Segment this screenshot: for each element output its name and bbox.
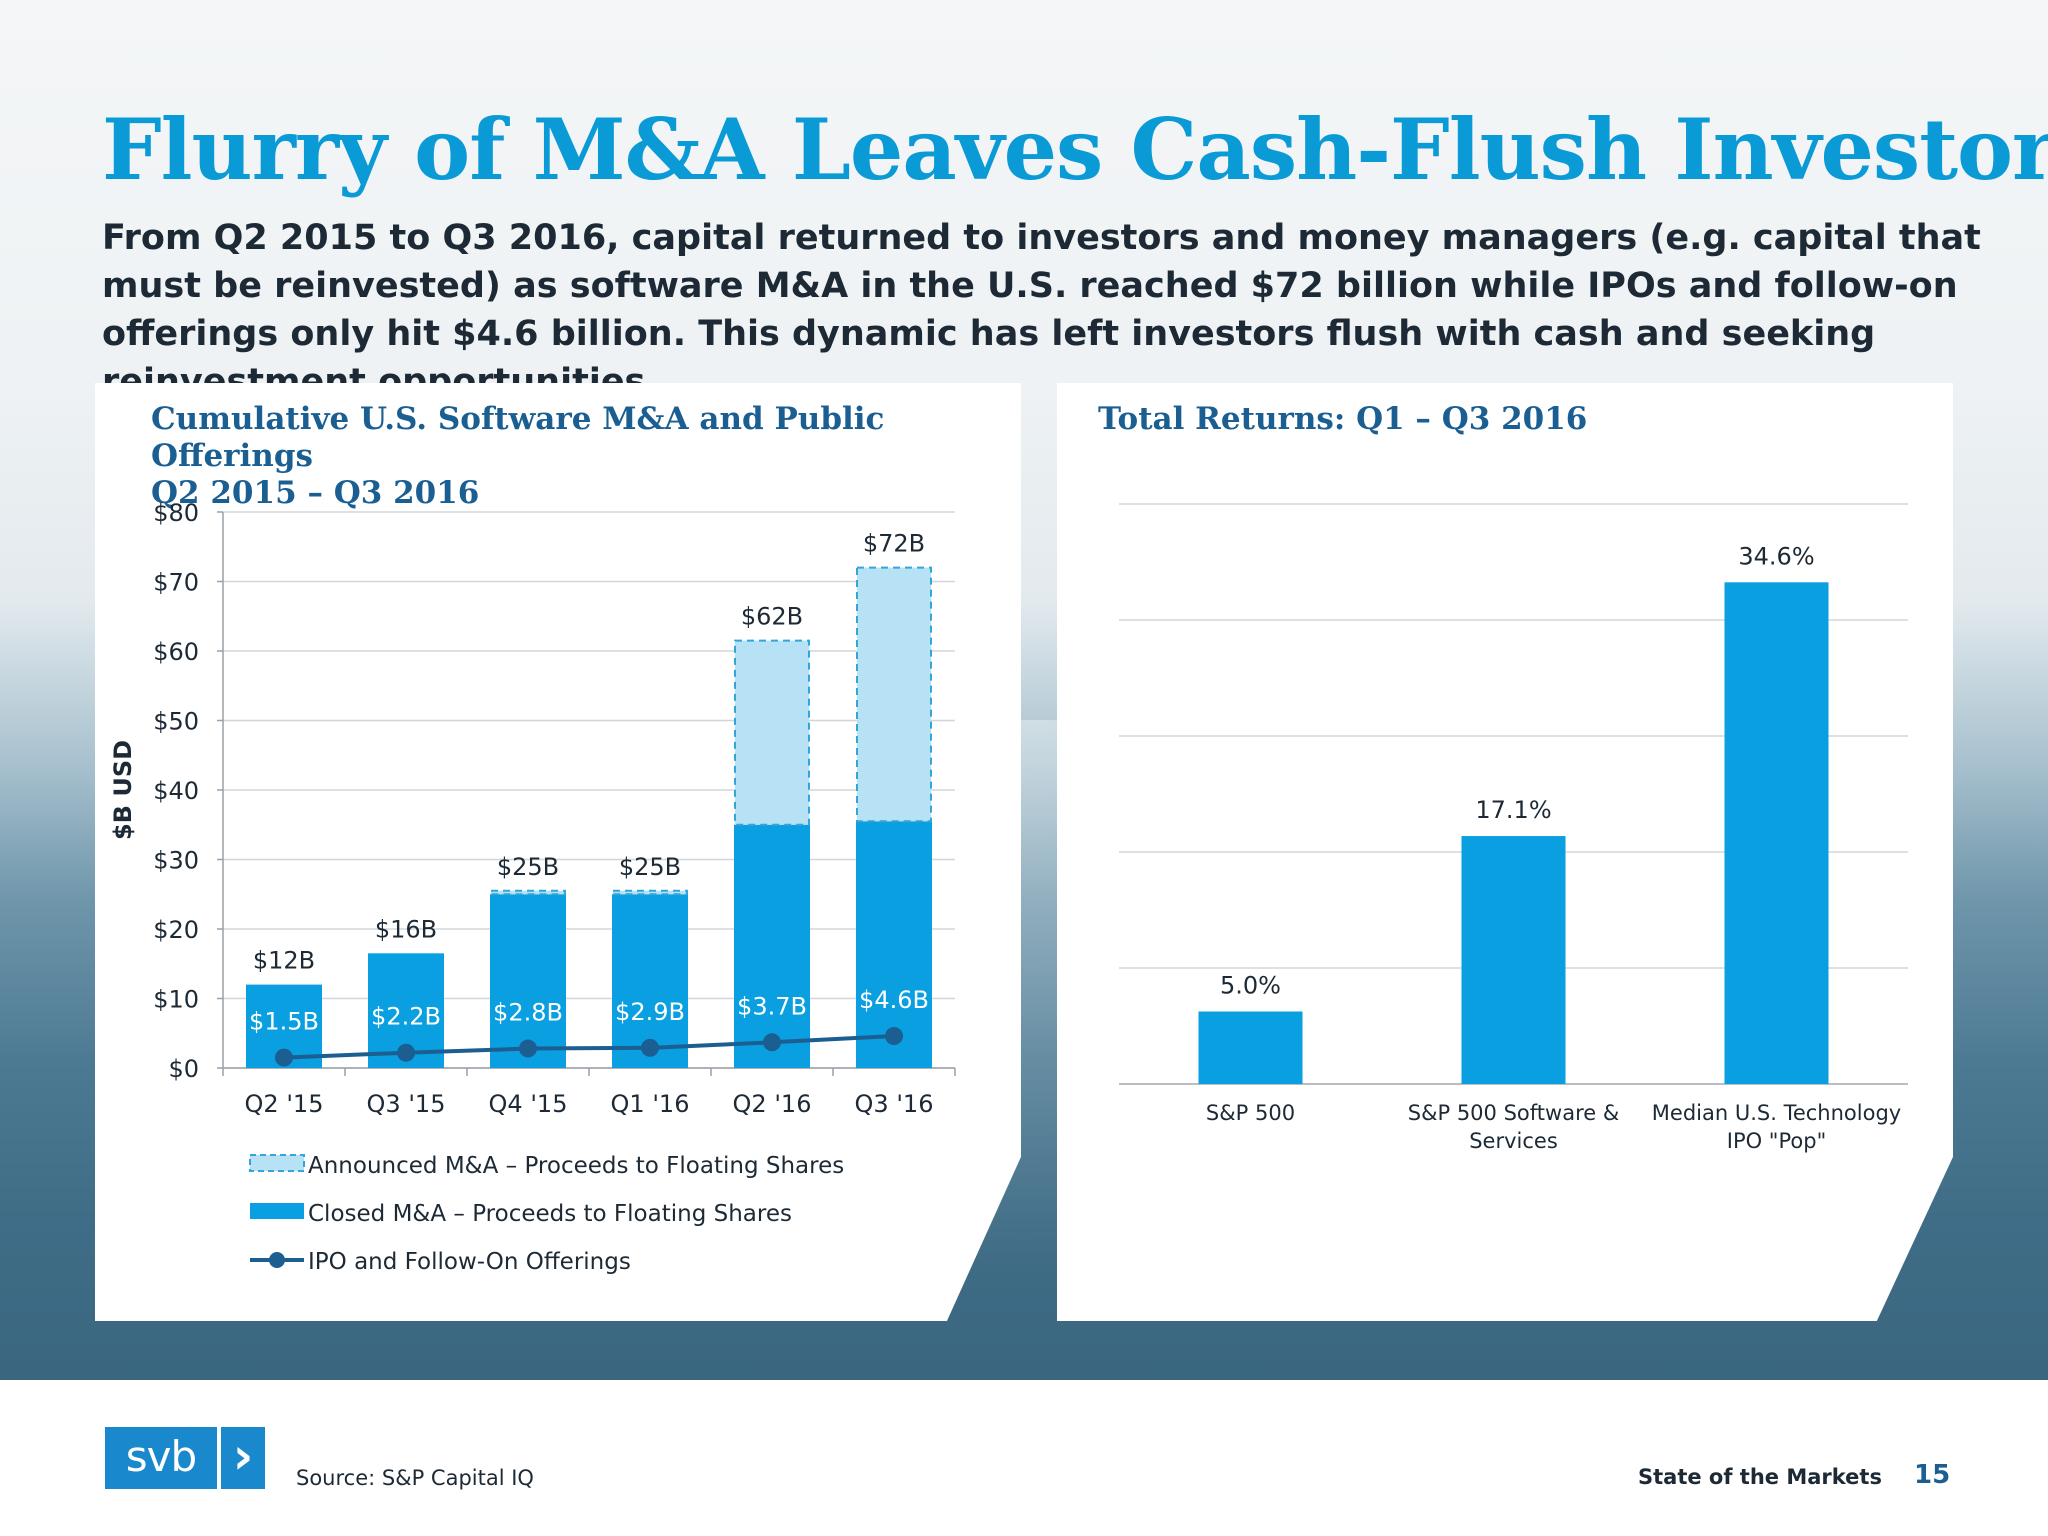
ipo-value-label: $2.9B [615,998,685,1026]
left-chart-title-line1: Cumulative U.S. Software M&A and Public … [151,401,885,474]
left-y-tick-label: $70 [153,569,199,597]
bar-total-label: $16B [375,915,437,943]
return-bar [1198,1011,1303,1084]
left-y-tick-label: $20 [153,916,199,944]
slide-subtitle: From Q2 2015 to Q3 2016, capital returne… [102,218,1981,402]
return-value-label: 34.6% [1738,542,1814,570]
left-y-tick-label: $60 [153,638,199,666]
chevron-right-icon: › [221,1427,265,1489]
ipo-point [397,1043,415,1062]
legend-swatch-ipo-point [269,1252,285,1268]
right-category-label: S&P 500 Software & [1408,1101,1619,1125]
left-x-tick-label: Q3 '15 [367,1090,446,1118]
announced-ma-bar [856,566,932,823]
left-y-tick-label: $10 [153,986,199,1014]
right-chart-panel: Total Returns: Q1 – Q3 2016 5.0% S&P 500 1… [1057,383,1953,1321]
bar-total-label: $25B [497,853,559,881]
left-x-tick-label: Q2 '15 [245,1090,324,1118]
ipo-value-label: $2.2B [371,1003,441,1031]
bar-total-label: $12B [253,947,315,975]
left-x-tick-label: Q1 '16 [611,1090,690,1118]
ipo-point [763,1033,781,1052]
legend-swatch-announced [249,1154,305,1172]
footer-label: State of the Markets [1638,1465,1882,1489]
left-chart-panel: Cumulative U.S. Software M&A and Public … [95,383,1021,1321]
right-category-label: Median U.S. Technology [1652,1101,1901,1125]
slide-title: Flurry of M&A Leaves Cash-Flush Investor… [102,100,2048,199]
right-chart-title: Total Returns: Q1 – Q3 2016 [1098,401,1588,437]
svb-logo: svb › [105,1427,265,1489]
left-y-tick-label: $40 [153,777,199,805]
return-value-label: 5.0% [1220,972,1281,1000]
left-y-tick-label: $80 [153,499,199,527]
closed-ma-bar [856,821,932,1068]
source-note: Source: S&P Capital IQ [296,1466,534,1490]
ipo-line [283,1034,895,1060]
announced-ma-bar [734,639,810,826]
right-chart-svg: 5.0% S&P 500 17.1% S&P 500 Software & Servic… [1119,503,1908,1153]
footer-band [0,1380,2048,1536]
ipo-point [641,1038,659,1057]
right-category-label: S&P 500 [1206,1101,1295,1125]
closed-ma-bar [734,824,810,1068]
announced-ma-bar [490,889,566,896]
ipo-value-label: $3.7B [737,992,807,1020]
return-bar [1461,836,1566,1084]
closed-ma-bar [490,894,566,1068]
page-number: 15 [1914,1460,1951,1490]
ipo-point [885,1027,903,1046]
legend-label-ipo: IPO and Follow-On Offerings [308,1249,631,1275]
svb-logo-wordmark: svb [105,1427,217,1489]
left-chart-svg: $0 $10 $20 $30 $40 $50 $60 $70 $80 $B USD $12B Q2 '… [109,499,956,1275]
ipo-point [275,1048,293,1067]
left-chart-title-line2: Q2 2015 – Q3 2016 [151,475,480,511]
left-y-tick-label: $30 [153,847,199,875]
ipo-point [519,1039,537,1058]
bar-total-label: $72B [863,530,925,558]
legend-swatch-closed [250,1203,304,1219]
left-y-tick-label: $50 [153,708,199,736]
bar-total-label: $25B [619,853,681,881]
bar-total-label: $62B [741,603,803,631]
right-category-label: IPO "Pop" [1727,1129,1826,1153]
ipo-value-label: $2.8B [493,999,563,1027]
left-y-axis-label: $B USD [109,740,137,840]
legend-label-closed: Closed M&A – Proceeds to Floating Shares [308,1201,792,1227]
legend-label-announced: Announced M&A – Proceeds to Floating Sha… [308,1153,844,1179]
right-category-label: Services [1469,1129,1558,1153]
left-x-tick-label: Q3 '16 [855,1090,934,1118]
left-x-tick-label: Q2 '16 [733,1090,812,1118]
left-chart-title: Cumulative U.S. Software M&A and Public … [151,401,1021,512]
ipo-value-label: $1.5B [249,1008,319,1036]
announced-ma-bar [612,889,688,896]
return-value-label: 17.1% [1475,796,1551,824]
left-y-tick-label: $0 [168,1055,199,1083]
ipo-value-label: $4.6B [859,986,929,1014]
left-x-tick-label: Q4 '15 [489,1090,568,1118]
return-bar [1724,582,1829,1084]
